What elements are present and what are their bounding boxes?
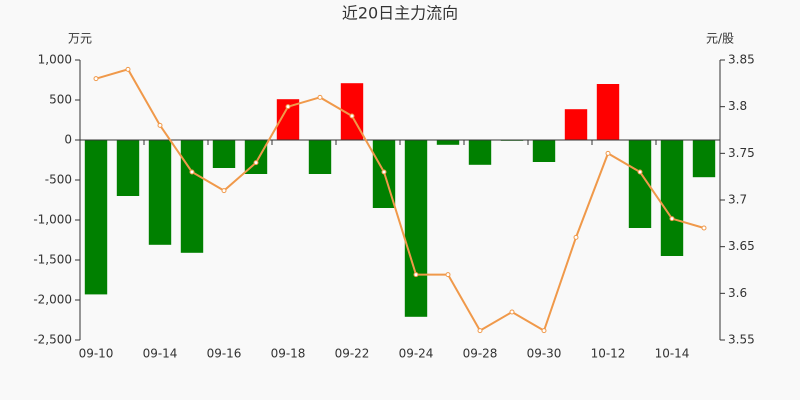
x-tick-label: 09-14 [143, 347, 178, 361]
y2-tick-label: 3.75 [728, 146, 755, 160]
line-point [637, 169, 643, 175]
bar [564, 109, 588, 140]
bar [628, 140, 652, 228]
y-axis-label: 万元 [68, 32, 92, 46]
bar [660, 140, 684, 256]
line-point [381, 169, 387, 175]
line-point [189, 169, 195, 175]
bar [212, 140, 236, 168]
chart-title: 近20日主力流向 [342, 4, 458, 23]
line-point [669, 216, 675, 222]
line-point [477, 328, 483, 334]
y2-tick-label: 3.65 [728, 239, 755, 253]
x-tick-label: 10-12 [591, 347, 626, 361]
line-point [573, 234, 579, 240]
bar [276, 99, 300, 140]
bar [116, 140, 140, 196]
x-tick-label: 09-30 [527, 347, 562, 361]
y-tick-label: 500 [49, 93, 72, 107]
bar [84, 140, 108, 295]
line [95, 68, 705, 333]
x-tick-label: 09-10 [79, 347, 114, 361]
x-tick-label: 09-18 [271, 347, 306, 361]
y2-tick-label: 3.7 [728, 193, 747, 207]
y-tick-label: -500 [45, 173, 72, 187]
x-tick-label: 09-24 [399, 347, 434, 361]
x-tick-label: 09-28 [463, 347, 498, 361]
bar [532, 140, 556, 162]
x-tick-label: 10-14 [655, 347, 690, 361]
bar [148, 140, 172, 245]
line-point [125, 66, 131, 72]
line-point [157, 122, 163, 128]
y2-tick-label: 3.85 [728, 53, 755, 67]
y-tick-label: 1,000 [38, 53, 72, 67]
line-point [541, 328, 547, 334]
line-point [317, 94, 323, 100]
line-point [509, 309, 515, 315]
line-point [445, 272, 451, 278]
line-point [93, 76, 99, 82]
bar [468, 140, 492, 165]
line-point [413, 272, 419, 278]
bar [692, 140, 716, 178]
y2-axis-label: 元/股 [706, 32, 734, 46]
bar [308, 140, 332, 174]
line-point [701, 225, 707, 231]
bar [180, 140, 204, 253]
bar [404, 140, 428, 317]
y2-tick-label: 3.6 [728, 286, 747, 300]
y-tick-label: -1,500 [33, 253, 72, 267]
line-point [285, 104, 291, 110]
line-point [221, 188, 227, 194]
x-tick-label: 09-16 [207, 347, 242, 361]
bar [596, 84, 620, 140]
y-tick-label: -2,000 [33, 293, 72, 307]
y-tick-label: -1,000 [33, 213, 72, 227]
line-point [605, 150, 611, 156]
x-tick-label: 09-22 [335, 347, 370, 361]
y-tick-label: 0 [64, 133, 72, 147]
bar [244, 140, 268, 174]
y2-tick-label: 3.8 [728, 99, 747, 113]
line-point [349, 113, 355, 119]
y-tick-label: -2,500 [33, 333, 72, 347]
y2-tick-label: 3.55 [728, 333, 755, 347]
line-point [253, 160, 259, 166]
bar [436, 140, 460, 145]
